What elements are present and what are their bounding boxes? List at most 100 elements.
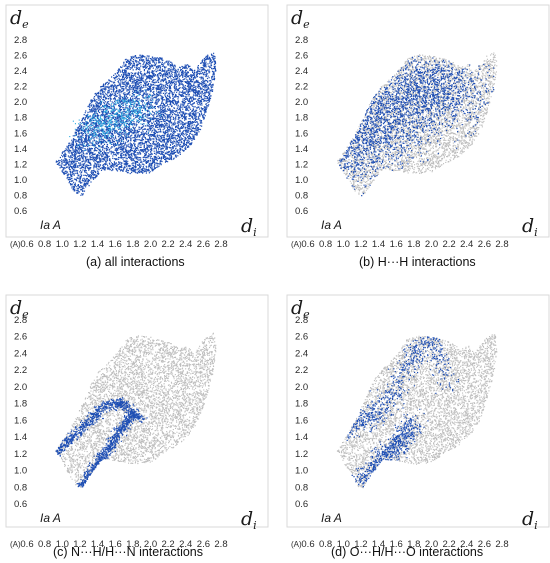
- x-tick-label: 2.6: [478, 539, 491, 550]
- y-tick-label: 2.0: [295, 97, 308, 108]
- x-tick-label: 1.2: [73, 239, 86, 250]
- x-tick-label: 2.0: [425, 539, 438, 550]
- y-tick-label: 2.2: [295, 365, 308, 376]
- y-tick-label: 1.2: [14, 449, 27, 460]
- highlight-points: [55, 397, 148, 488]
- point-cloud: [337, 52, 498, 197]
- y-tick-label: 1.2: [295, 449, 308, 460]
- y-tick-label: 1.0: [14, 175, 27, 186]
- background-points: [336, 334, 498, 489]
- x-tick-label: 0.8: [38, 539, 51, 550]
- x-tick-label: 2.2: [442, 539, 455, 550]
- x-axis-title: di: [241, 215, 257, 239]
- y-tick-label: 2.0: [295, 382, 308, 393]
- axis-unit-label: (A): [291, 540, 302, 549]
- x-tick-label: 1.8: [407, 539, 420, 550]
- x-tick-label: 0.6: [20, 539, 33, 550]
- y-tick-label: 0.6: [295, 206, 308, 217]
- x-tick-label: 2.8: [495, 539, 508, 550]
- y-tick-label: 1.6: [295, 128, 308, 139]
- x-tick-label: 2.0: [425, 239, 438, 250]
- x-tick-label: 1.6: [109, 239, 122, 250]
- x-tick-label: 0.6: [301, 539, 314, 550]
- y-tick-label: 1.6: [14, 415, 27, 426]
- x-tick-label: 2.2: [161, 539, 174, 550]
- y-tick-label: 2.4: [14, 349, 27, 360]
- y-tick-label: 1.2: [14, 159, 27, 170]
- panel-a: 0.6 0.8 1.0 1.2 1.4 1.6 1.8 2.0 2.2 2.4 2.6 2.8 0.6 0…: [5, 4, 269, 269]
- y-tick-label: 0.8: [295, 482, 308, 493]
- y-tick-label: 1.4: [14, 144, 27, 155]
- panel-caption: (d) O···H/H···O interactions: [331, 545, 483, 559]
- axis-unit-label: (A): [291, 240, 302, 249]
- y-tick-label: 1.0: [14, 466, 27, 477]
- y-tick-label: 2.2: [14, 82, 27, 93]
- x-tick-label: 2.8: [214, 239, 227, 250]
- y-tick-label: 2.2: [14, 365, 27, 376]
- y-tick-label: 0.6: [295, 499, 308, 510]
- x-tick-label: 2.2: [161, 239, 174, 250]
- dense-core-points: [69, 89, 162, 153]
- x-tick-label: 2.0: [144, 539, 157, 550]
- x-tick-label: 1.2: [73, 539, 86, 550]
- x-tick-label: 1.2: [354, 239, 367, 250]
- tick-labels: 0.6 0.8 1.0 1.2 1.4 1.6 1.8 2.0 2.2 2.4 2.6 2.8 0.6 0…: [295, 35, 509, 250]
- x-tick-label: 1.0: [56, 239, 69, 250]
- x-tick-label: 1.2: [354, 539, 367, 550]
- x-tick-label: 2.4: [179, 239, 192, 250]
- y-axis-title: de: [291, 297, 310, 321]
- x-tick-label: 2.8: [495, 239, 508, 250]
- y-tick-label: 2.8: [295, 35, 308, 46]
- x-tick-label: 0.6: [301, 239, 314, 250]
- y-tick-label: 1.6: [14, 128, 27, 139]
- y-tick-label: 2.4: [295, 349, 308, 360]
- x-tick-label: 2.6: [197, 239, 210, 250]
- panel-caption: (c) N···H/H···N interactions: [53, 545, 203, 559]
- x-tick-label: 1.6: [109, 539, 122, 550]
- x-tick-label: 2.4: [179, 539, 192, 550]
- y-axis-title: de: [10, 297, 29, 321]
- x-tick-label: 1.0: [337, 539, 350, 550]
- tick-labels: 0.6 0.8 1.0 1.2 1.4 1.6 1.8 2.0 2.2 2.4 2.6 2.8 0.6 0…: [14, 315, 228, 550]
- x-tick-label: 1.8: [126, 239, 139, 250]
- y-tick-label: 2.8: [14, 315, 27, 326]
- y-tick-label: 2.6: [14, 51, 27, 62]
- y-tick-label: 1.0: [295, 175, 308, 186]
- panel-b: 0.6 0.8 1.0 1.2 1.4 1.6 1.8 2.0 2.2 2.4 2.6 2.8 0.6 0…: [286, 4, 550, 269]
- panel-frame: [5, 294, 269, 528]
- x-tick-label: 1.8: [126, 539, 139, 550]
- x-axis-title: di: [522, 508, 538, 532]
- y-tick-label: 1.8: [295, 399, 308, 410]
- x-tick-label: 1.4: [91, 539, 104, 550]
- x-tick-label: 1.8: [407, 239, 420, 250]
- y-tick-label: 1.6: [295, 415, 308, 426]
- y-tick-label: 0.6: [14, 206, 27, 217]
- y-tick-label: 1.8: [14, 399, 27, 410]
- y-tick-label: 0.6: [14, 499, 27, 510]
- x-tick-label: 2.6: [197, 539, 210, 550]
- x-tick-label: 1.4: [372, 539, 385, 550]
- y-tick-label: 2.8: [295, 315, 308, 326]
- x-tick-label: 0.8: [319, 239, 332, 250]
- x-tick-label: 1.0: [56, 539, 69, 550]
- point-cloud: [55, 52, 217, 196]
- y-tick-label: 0.8: [14, 482, 27, 493]
- y-tick-label: 2.6: [14, 332, 27, 343]
- y-tick-label: 1.4: [295, 144, 308, 155]
- x-tick-label: 1.6: [390, 539, 403, 550]
- y-tick-label: 0.8: [14, 191, 27, 202]
- x-tick-label: 1.0: [337, 239, 350, 250]
- background-points: [55, 332, 217, 488]
- y-tick-label: 2.8: [14, 35, 27, 46]
- panel-caption: (a) all interactions: [86, 255, 185, 269]
- axis-unit-label: (A): [10, 240, 21, 249]
- x-tick-label: 1.4: [372, 239, 385, 250]
- y-tick-label: 1.8: [295, 113, 308, 124]
- y-tick-label: 1.2: [295, 159, 308, 170]
- y-tick-label: 0.8: [295, 191, 308, 202]
- compound-label: Ia A: [40, 218, 61, 232]
- x-tick-label: 1.4: [91, 239, 104, 250]
- highlight-points: [346, 336, 460, 488]
- x-tick-label: 0.8: [38, 239, 51, 250]
